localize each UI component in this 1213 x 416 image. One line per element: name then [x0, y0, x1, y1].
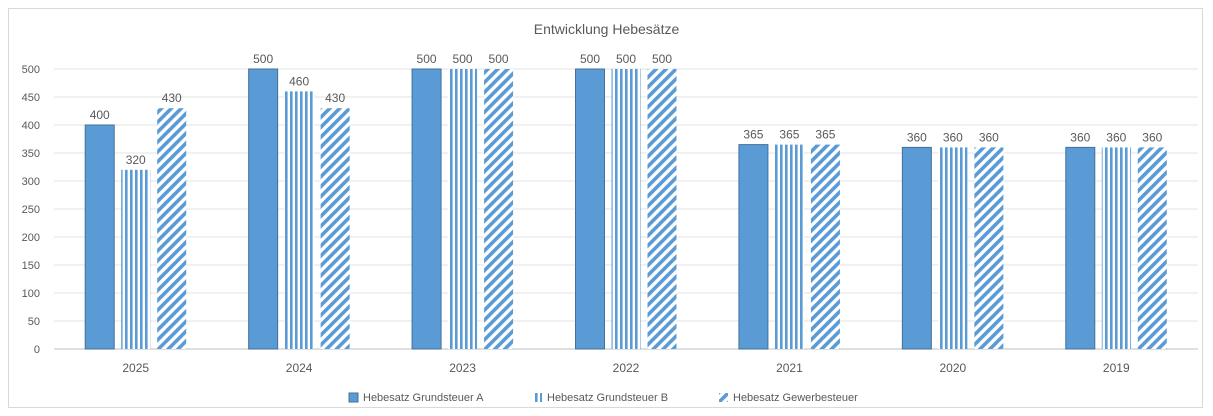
x-tick-label: 2024 — [286, 361, 313, 375]
bar — [774, 144, 804, 349]
chart-area — [8, 8, 1203, 408]
bar — [248, 68, 279, 350]
data-label: 360 — [979, 130, 999, 144]
legend-entry: Hebesatz Gewerbesteuer — [733, 392, 858, 404]
bar — [1101, 147, 1131, 349]
legend-swatch — [348, 392, 359, 403]
y-tick-label: 200 — [22, 232, 40, 244]
bar — [121, 169, 151, 349]
bar — [320, 108, 350, 349]
legend-swatch — [719, 393, 728, 402]
y-tick-label: 250 — [22, 204, 40, 216]
bar — [411, 68, 442, 350]
bar — [901, 146, 932, 350]
data-label: 320 — [126, 153, 146, 167]
data-label: 360 — [1106, 130, 1126, 144]
x-tick-label: 2020 — [940, 361, 967, 375]
bar — [938, 147, 968, 349]
bar — [448, 69, 478, 349]
data-label: 500 — [417, 52, 437, 66]
data-label: 365 — [743, 128, 763, 142]
data-label: 500 — [453, 52, 473, 66]
data-label: 360 — [1070, 130, 1090, 144]
data-label: 500 — [616, 52, 636, 66]
y-tick-label: 100 — [22, 288, 40, 300]
bar — [1065, 146, 1096, 350]
legend-entry: Hebesatz Grundsteuer B — [547, 392, 668, 404]
y-tick-label: 0 — [34, 344, 40, 356]
data-label: 500 — [652, 52, 672, 66]
bar — [1137, 147, 1167, 349]
y-tick-label: 500 — [22, 64, 40, 76]
y-tick-label: 150 — [22, 260, 40, 272]
chart-title: Entwicklung Hebesätze — [533, 21, 680, 37]
data-label: 365 — [779, 128, 799, 142]
bar — [157, 108, 187, 349]
data-label: 360 — [907, 130, 927, 144]
y-tick-label: 50 — [28, 316, 40, 328]
data-label: 430 — [162, 91, 182, 105]
data-label: 365 — [815, 128, 835, 142]
legend-entry: Hebesatz Grundsteuer A — [363, 392, 484, 404]
data-label: 400 — [90, 108, 110, 122]
x-tick-label: 2021 — [776, 361, 803, 375]
x-tick-label: 2019 — [1103, 361, 1130, 375]
data-label: 500 — [489, 52, 509, 66]
bar — [738, 144, 769, 350]
data-label: 460 — [289, 74, 309, 88]
data-label: 360 — [943, 130, 963, 144]
y-tick-label: 450 — [22, 92, 40, 104]
x-tick-label: 2023 — [449, 361, 476, 375]
x-tick-label: 2022 — [613, 361, 640, 375]
bar — [284, 91, 314, 350]
data-label: 500 — [253, 52, 273, 66]
bar — [484, 69, 514, 349]
data-label: 500 — [580, 52, 600, 66]
bar — [84, 124, 115, 350]
y-tick-label: 350 — [22, 148, 40, 160]
x-tick-label: 2025 — [122, 361, 149, 375]
y-tick-label: 400 — [22, 120, 40, 132]
bar — [974, 147, 1004, 349]
legend-swatch — [533, 393, 542, 402]
data-label: 430 — [325, 91, 345, 105]
bar — [647, 69, 677, 349]
bar — [810, 144, 840, 349]
bar — [611, 69, 641, 349]
data-label: 360 — [1142, 130, 1162, 144]
bar — [575, 68, 605, 350]
y-tick-label: 300 — [22, 176, 40, 188]
